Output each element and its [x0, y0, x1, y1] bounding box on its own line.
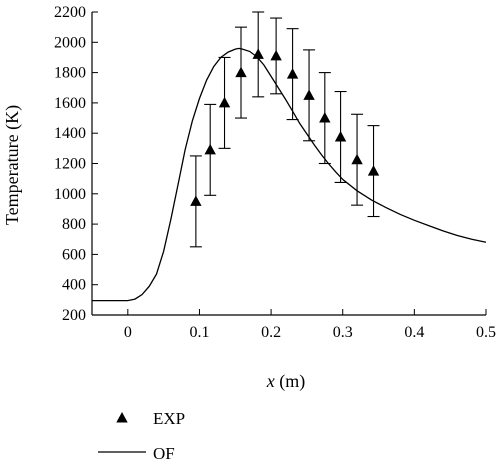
y-tick-label: 1000: [54, 186, 86, 203]
x-tick-label: 0: [124, 324, 132, 341]
legend-of-label: OF: [153, 444, 175, 463]
exp-point: [218, 56, 231, 149]
legend-exp-label: EXP: [153, 409, 185, 428]
series-exp-markers-group: [189, 11, 380, 248]
x-tick-label: 0.5: [476, 324, 496, 341]
exp-point: [367, 125, 380, 218]
y-tick-label: 1200: [54, 156, 86, 173]
x-axis-title: x (m): [266, 371, 306, 392]
legend-exp-marker: [116, 412, 128, 423]
exp-marker: [204, 143, 216, 155]
y-tick-label: 400: [62, 277, 86, 294]
x-tick-label: 0.2: [261, 324, 281, 341]
y-tick-label: 200: [62, 307, 86, 324]
exp-point: [303, 49, 316, 142]
exp-point: [270, 17, 283, 95]
exp-marker: [252, 48, 264, 59]
x-axis-unit: (m): [275, 371, 306, 392]
exp-marker: [351, 153, 363, 165]
exp-point: [189, 155, 202, 248]
y-tick-label: 800: [62, 216, 86, 233]
y-tick-label: 600: [62, 246, 86, 263]
plot-frame: [91, 12, 486, 316]
y-tick-label: 1600: [54, 95, 86, 112]
exp-marker: [303, 89, 315, 100]
legend-triangle: [116, 412, 128, 423]
exp-point: [318, 72, 331, 165]
exp-marker: [190, 195, 202, 206]
x-axis-ticks: 0 0.1 0.2 0.3 0.4 0.5: [124, 309, 496, 341]
exp-point: [334, 90, 347, 183]
exp-point: [204, 103, 217, 196]
exp-marker: [270, 49, 282, 61]
exp-point: [235, 26, 248, 119]
exp-marker: [235, 66, 247, 78]
exp-point: [351, 113, 364, 206]
y-axis-title: Temperature (K): [2, 105, 23, 225]
x-tick-label: 0.3: [333, 324, 353, 341]
x-axis-variable: x: [266, 371, 275, 391]
legend: EXP OF: [98, 409, 185, 463]
y-tick-label: 2000: [54, 34, 86, 51]
exp-marker: [286, 68, 299, 79]
series-of-line-group: [92, 47, 487, 302]
exp-point: [286, 28, 299, 121]
x-tick-label: 0.1: [189, 324, 209, 341]
exp-marker: [319, 112, 331, 123]
y-axis-ticks: 200 400 600 800 1000 1200 1400 1600 1800 2000 2200: [54, 4, 98, 324]
x-tick-label: 0.4: [404, 324, 424, 341]
exp-point: [252, 11, 265, 98]
y-tick-label: 1800: [54, 65, 86, 82]
exp-marker: [334, 130, 347, 142]
y-tick-label: 2200: [54, 4, 86, 21]
series-of-line: [92, 47, 487, 302]
exp-marker: [367, 165, 380, 176]
exp-marker: [218, 96, 231, 108]
y-tick-label: 1400: [54, 125, 86, 142]
